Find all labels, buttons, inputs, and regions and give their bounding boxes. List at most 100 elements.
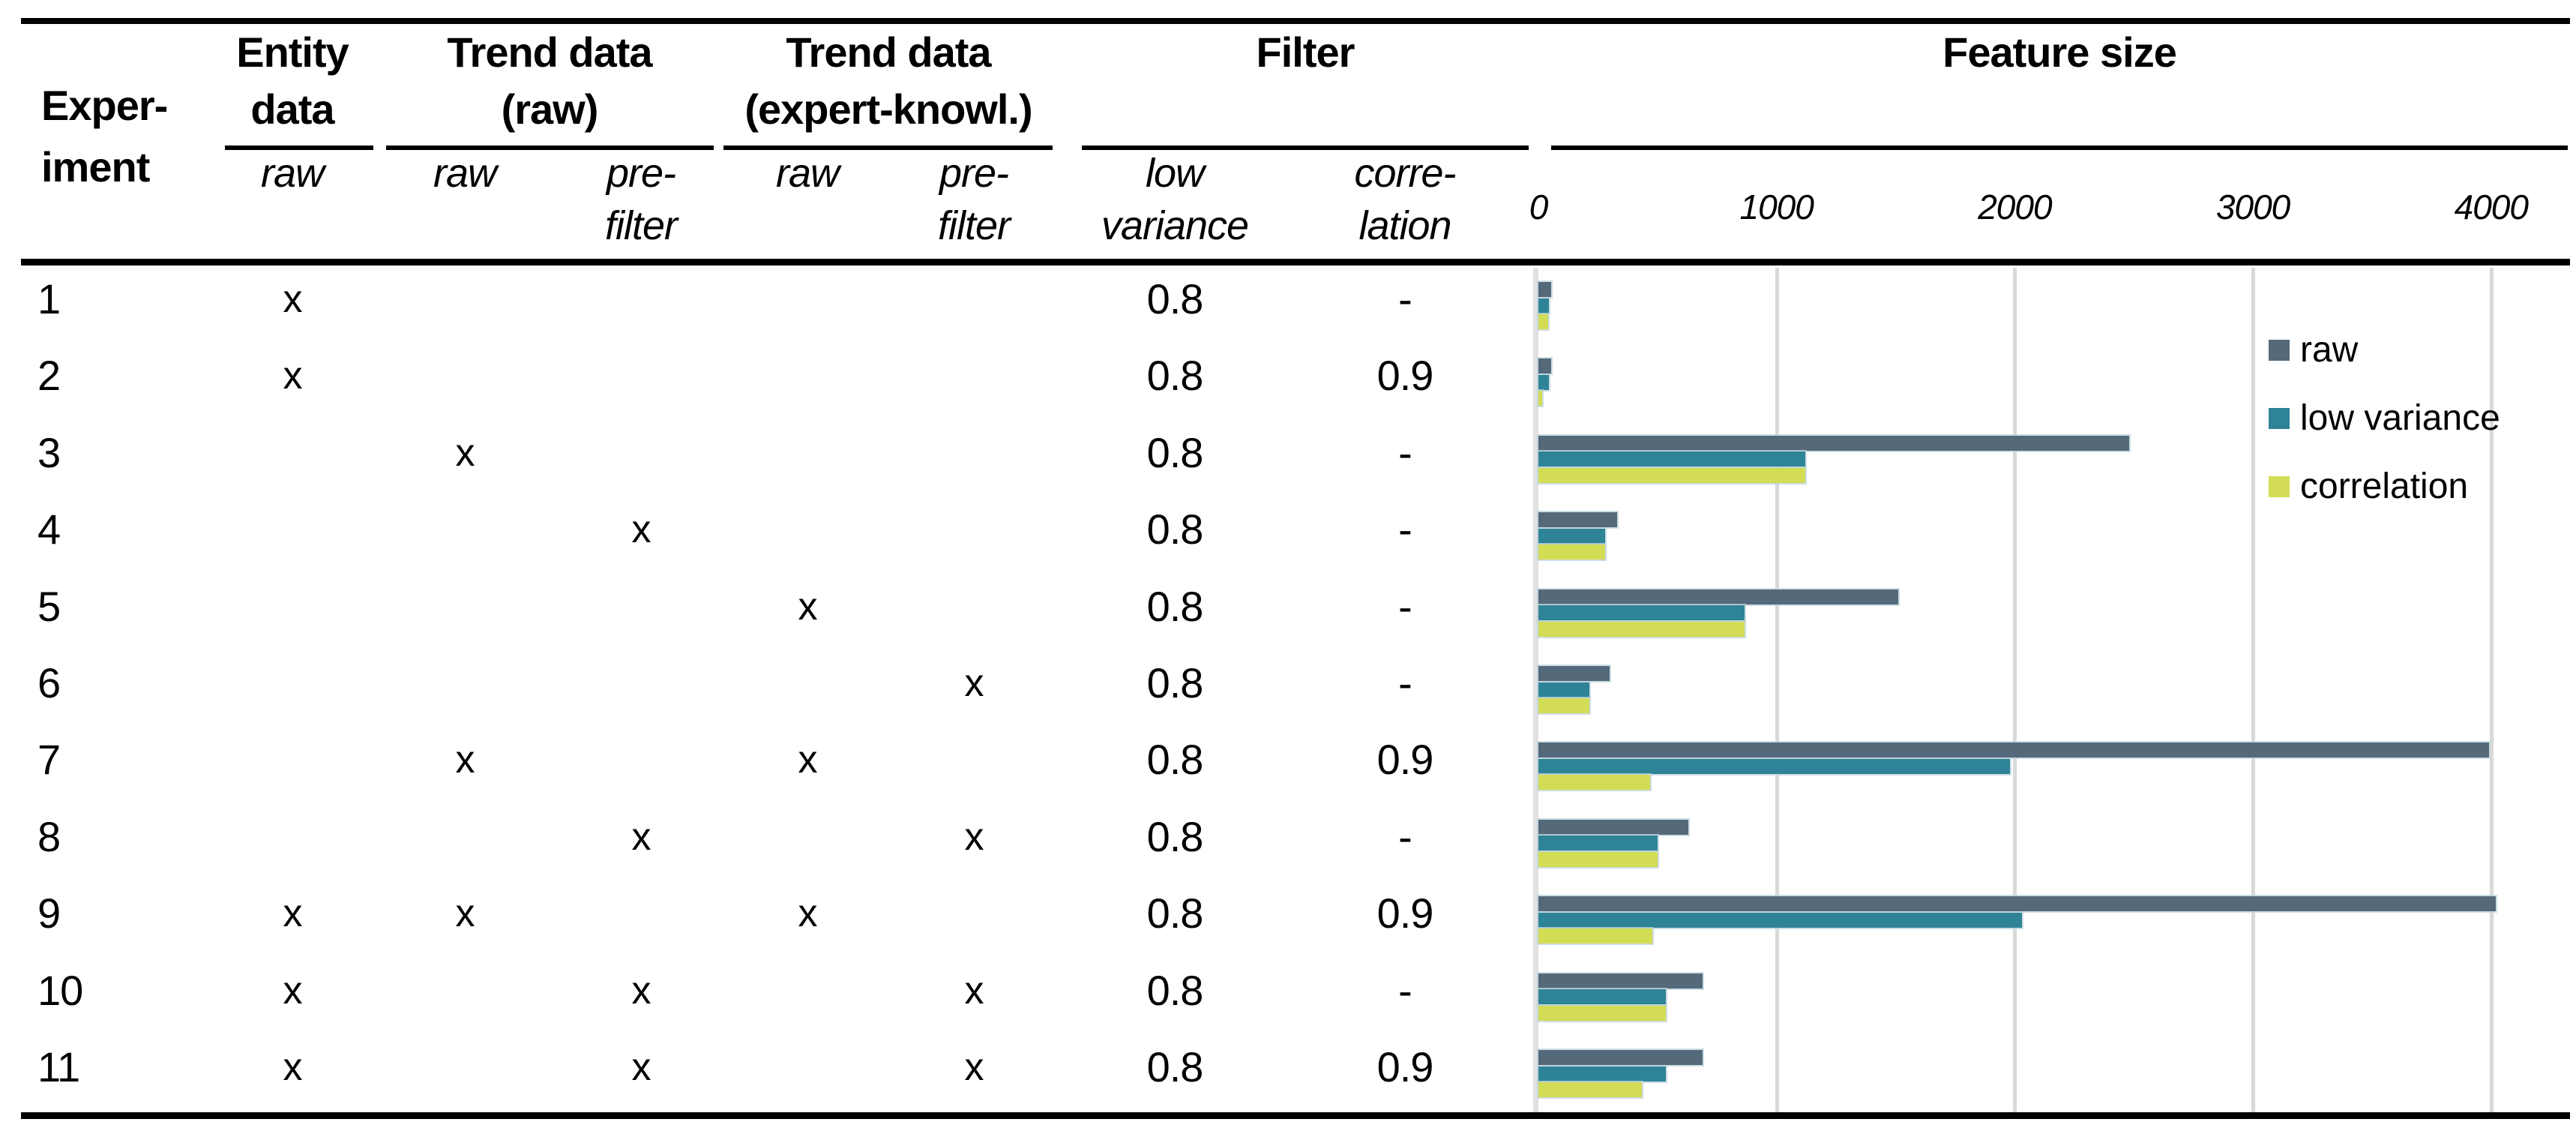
- row-5-mark-expert-raw: x: [798, 584, 818, 628]
- row-5-correlation: -: [1398, 582, 1412, 630]
- row-1-number: 1: [37, 275, 61, 322]
- row-4-mark-trend-pre: x: [631, 508, 651, 552]
- legend-label-correlation: correlation: [2300, 466, 2469, 506]
- bar-correlation-exp-9: [1538, 928, 1652, 944]
- bar-correlation-exp-11: [1538, 1082, 1642, 1097]
- bar-low-variance-exp-4: [1538, 528, 1605, 544]
- chart-y-axis-line: [1533, 268, 1538, 1112]
- row-4-number: 4: [37, 506, 61, 554]
- row-2-low-variance: 0.8: [1146, 352, 1204, 400]
- bar-raw-exp-7: [1538, 742, 2489, 758]
- underline-entity-data: [225, 146, 373, 150]
- row-10-number: 10: [37, 966, 83, 1014]
- row-10-mark-trend-pre: x: [631, 968, 651, 1012]
- chart-gridline-3000: [2251, 268, 2256, 1112]
- row-7-low-variance: 0.8: [1146, 736, 1204, 784]
- row-8-number: 8: [37, 812, 61, 860]
- row-5-low-variance: 0.8: [1146, 582, 1204, 630]
- row-4-correlation: -: [1398, 506, 1412, 554]
- bar-raw-exp-1: [1538, 282, 1551, 297]
- row-2-correlation: 0.9: [1376, 352, 1434, 400]
- bar-correlation-exp-1: [1538, 314, 1548, 329]
- bar-low-variance-exp-8: [1538, 836, 1658, 851]
- bar-low-variance-exp-10: [1538, 989, 1666, 1005]
- bar-correlation-exp-10: [1538, 1005, 1666, 1021]
- subheader-expert-prefilter: pre- filter: [937, 151, 1011, 248]
- bar-low-variance-exp-5: [1538, 605, 1745, 621]
- bar-correlation-exp-4: [1538, 544, 1605, 560]
- row-11-mark-entity: x: [283, 1046, 303, 1089]
- rule-header-separator: [21, 259, 2570, 266]
- row-9-low-variance: 0.8: [1146, 890, 1204, 938]
- row-7-mark-trend-raw: x: [455, 738, 475, 782]
- chart-gridline-2000: [2013, 268, 2017, 1112]
- bar-low-variance-exp-7: [1538, 758, 2010, 774]
- row-10-mark-expert-pre: x: [964, 968, 984, 1012]
- row-8-mark-trend-pre: x: [631, 814, 651, 859]
- bar-low-variance-exp-9: [1538, 912, 2022, 928]
- row-6-number: 6: [37, 659, 61, 706]
- subheader-correlation: corre- lation: [1354, 151, 1456, 248]
- chart-tick-label-4000: 4000: [2454, 188, 2529, 226]
- row-2-number: 2: [37, 352, 61, 400]
- bar-correlation-exp-2: [1538, 391, 1542, 406]
- row-3-correlation: -: [1398, 428, 1412, 476]
- bar-raw-exp-8: [1538, 819, 1688, 835]
- row-5-number: 5: [37, 582, 61, 630]
- row-3-low-variance: 0.8: [1146, 428, 1204, 476]
- bar-correlation-exp-8: [1538, 851, 1658, 867]
- bar-raw-exp-5: [1538, 589, 1898, 604]
- row-8-correlation: -: [1398, 812, 1412, 860]
- chart-gridline-4000: [2489, 268, 2494, 1112]
- underline-trend-expert: [723, 146, 1053, 150]
- underline-trend-raw: [386, 146, 714, 150]
- bar-raw-exp-10: [1538, 973, 1703, 988]
- row-4-low-variance: 0.8: [1146, 506, 1204, 554]
- row-1-mark-entity: x: [283, 278, 303, 321]
- legend-entry-correlation: correlation: [2269, 466, 2468, 507]
- bar-correlation-exp-3: [1538, 467, 1805, 483]
- chart-tick-label-2000: 2000: [1978, 188, 2052, 226]
- bar-raw-exp-2: [1538, 358, 1551, 374]
- rule-bottom: [21, 1112, 2570, 1119]
- subheader-trendraw-prefilter: pre- filter: [604, 151, 678, 248]
- bar-raw-exp-6: [1538, 666, 1610, 681]
- row-1-correlation: -: [1398, 275, 1412, 322]
- rule-top: [21, 18, 2570, 24]
- legend-swatch-raw: [2269, 340, 2290, 361]
- bar-correlation-exp-7: [1538, 775, 1650, 790]
- legend-swatch-correlation: [2269, 476, 2290, 497]
- bar-correlation-exp-5: [1538, 621, 1745, 637]
- row-11-number: 11: [37, 1043, 80, 1090]
- row-11-correlation: 0.9: [1376, 1043, 1434, 1090]
- bar-raw-exp-3: [1538, 435, 2129, 451]
- row-11-mark-trend-pre: x: [631, 1046, 651, 1089]
- row-3-mark-trend-raw: x: [455, 430, 475, 475]
- row-11-low-variance: 0.8: [1146, 1043, 1204, 1090]
- bar-low-variance-exp-3: [1538, 452, 1805, 467]
- underline-filter: [1082, 146, 1529, 150]
- bar-raw-exp-4: [1538, 512, 1617, 528]
- row-2-mark-entity: x: [283, 354, 303, 398]
- row-10-low-variance: 0.8: [1146, 966, 1204, 1014]
- legend-entry-low-variance: low variance: [2269, 398, 2500, 439]
- legend-swatch-low-variance: [2269, 408, 2290, 429]
- row-8-mark-expert-pre: x: [964, 814, 984, 859]
- legend-entry-raw: raw: [2269, 330, 2358, 370]
- bar-correlation-exp-6: [1538, 698, 1589, 713]
- subheader-trendraw-raw: raw: [433, 151, 497, 196]
- bar-raw-exp-11: [1538, 1050, 1703, 1065]
- chart-gridline-1000: [1775, 268, 1779, 1112]
- chart-title-feature-size: Feature size: [1942, 28, 2177, 76]
- row-10-mark-entity: x: [283, 968, 303, 1012]
- subheader-entity-raw: raw: [260, 151, 325, 196]
- column-header-filter: Filter: [1256, 28, 1355, 76]
- bar-low-variance-exp-11: [1538, 1066, 1666, 1082]
- bar-low-variance-exp-1: [1538, 298, 1549, 314]
- row-7-number: 7: [37, 736, 61, 784]
- row-11-mark-expert-pre: x: [964, 1046, 984, 1089]
- row-6-low-variance: 0.8: [1146, 659, 1204, 706]
